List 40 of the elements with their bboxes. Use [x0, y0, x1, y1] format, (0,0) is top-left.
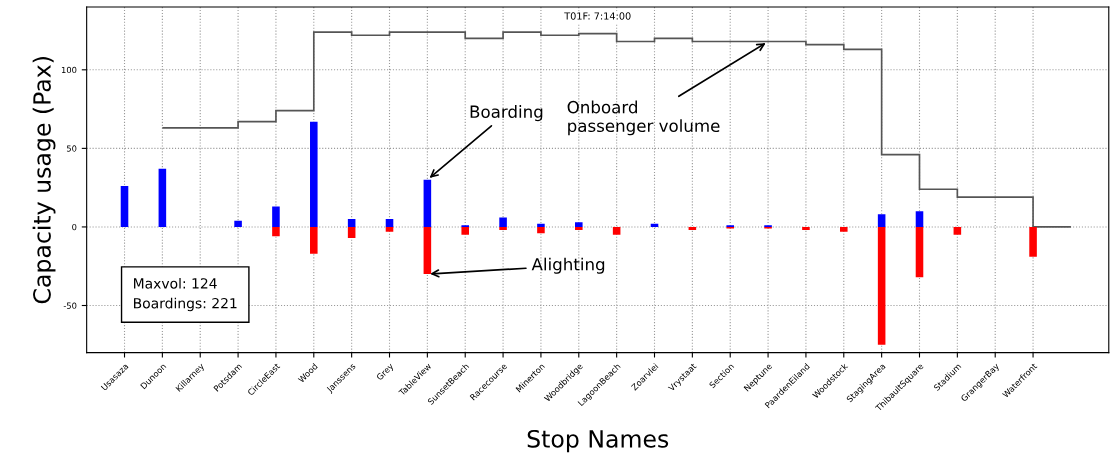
y-tick-label: 50 [66, 145, 77, 152]
bar [915, 211, 924, 227]
y-tick-label: 100 [61, 66, 77, 74]
bar [310, 121, 318, 227]
bar [877, 214, 886, 227]
bar [840, 226, 848, 232]
bar [461, 226, 470, 235]
annotation: Alighting [531, 257, 605, 274]
bar [499, 226, 507, 231]
bar [802, 226, 810, 231]
annotation: Maxvol: 124 Boardings: 221 [134, 277, 237, 312]
bar [499, 217, 507, 227]
bar [234, 220, 242, 227]
bar [385, 219, 394, 227]
bar [310, 226, 318, 254]
bar [120, 186, 129, 227]
bar [158, 168, 167, 227]
bar [575, 222, 583, 227]
bar [537, 223, 545, 227]
y-axis-title: Capacity usage (Pax) [32, 57, 56, 304]
bar [612, 226, 621, 235]
bar [877, 226, 886, 345]
bar [953, 226, 962, 235]
annotation: Onboard passenger volume [567, 100, 720, 136]
bar [347, 226, 356, 238]
chart-title: T01F: 7:14:00 [564, 12, 631, 20]
bar [347, 219, 356, 227]
bar [423, 179, 432, 227]
x-axis-title: Stop Names [527, 429, 669, 453]
bar [272, 226, 280, 237]
bar [272, 206, 280, 227]
annotation: Boarding [470, 105, 543, 122]
bar [575, 226, 583, 231]
bar [1029, 226, 1037, 257]
bar [537, 226, 545, 234]
bar [385, 226, 394, 232]
y-tick-label: 0 [72, 223, 77, 231]
y-tick-label: -50 [63, 302, 77, 309]
bar [423, 226, 432, 275]
bar [915, 226, 924, 278]
